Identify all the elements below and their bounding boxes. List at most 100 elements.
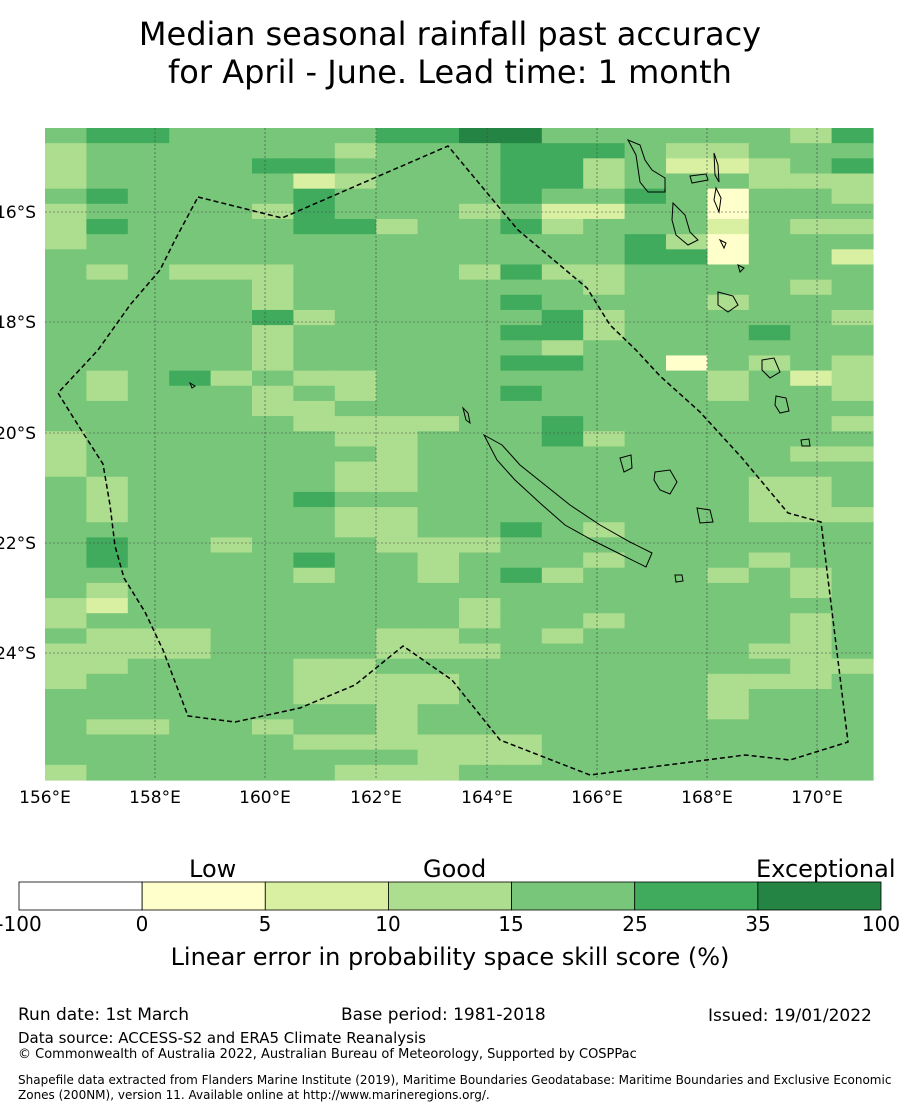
skill-cell: [252, 431, 294, 448]
skill-cell: [831, 673, 874, 690]
skill-cell: [790, 749, 833, 766]
skill-cell: [831, 355, 874, 372]
skill-cell: [541, 537, 584, 554]
skill-cell: [459, 491, 501, 508]
skill-cell: [293, 673, 336, 690]
skill-cell: [169, 340, 212, 357]
skill-cell: [707, 431, 750, 448]
skill-cell: [417, 734, 460, 751]
skill-cell: [127, 749, 170, 766]
skill-cell: [45, 719, 87, 736]
skill-cell: [500, 370, 543, 387]
skill-cell: [376, 416, 419, 432]
skill-cell: [541, 173, 584, 190]
skill-cell: [831, 249, 874, 266]
skill-cell: [127, 249, 170, 266]
skill-cell: [252, 188, 294, 205]
skill-cell: [210, 613, 253, 629]
skill-cell: [210, 704, 253, 720]
skill-cell: [707, 582, 750, 599]
skill-cell: [169, 400, 212, 417]
skill-cell: [500, 643, 543, 660]
skill-cell: [831, 143, 874, 159]
skill-cell: [86, 628, 129, 645]
skill-cell: [45, 507, 87, 523]
skill-cell: [790, 385, 833, 402]
skill-cell: [707, 658, 750, 675]
skill-cell: [210, 279, 253, 296]
skill-cell: [45, 218, 87, 235]
skill-cell: [583, 218, 626, 235]
skill-cell: [45, 613, 87, 629]
skill-cell: [831, 476, 874, 493]
skill-cell: [707, 537, 750, 554]
skill-cell: [459, 203, 501, 220]
skill-cell: [831, 188, 874, 205]
skill-cell: [169, 734, 212, 751]
skill-cell: [169, 643, 212, 660]
skill-cell: [334, 582, 377, 599]
skill-cell: [45, 552, 87, 569]
colorbar-tick: 100: [861, 912, 900, 936]
skill-cell: [624, 218, 667, 235]
skill-cell: [169, 325, 212, 341]
skill-cell: [252, 613, 294, 629]
skill-cell: [748, 203, 791, 220]
skill-cell: [252, 370, 294, 387]
skill-cell: [293, 264, 336, 281]
skill-cell: [376, 598, 419, 614]
skill-cell: [334, 749, 377, 766]
ouvea-island: [619, 454, 633, 473]
skill-cell: [790, 203, 833, 220]
skill-cell: [666, 416, 708, 432]
skill-cell: [334, 734, 377, 751]
skill-cell: [417, 128, 460, 144]
malekula-island: [671, 201, 699, 246]
skill-cell: [707, 158, 750, 175]
skill-cell: [417, 461, 460, 478]
skill-cell: [293, 249, 336, 266]
skill-cell: [417, 764, 460, 781]
skill-cell: [583, 491, 626, 508]
skill-cell: [707, 552, 750, 569]
skill-cell: [334, 294, 377, 311]
skill-cell: [748, 507, 791, 523]
skill-cell: [500, 325, 543, 341]
skill-cell: [459, 628, 501, 645]
skill-cell: [500, 461, 543, 478]
skill-cell: [334, 673, 377, 690]
skill-cell: [583, 370, 626, 387]
skill-cell: [210, 689, 253, 705]
skill-cell: [127, 643, 170, 660]
skill-cell: [500, 582, 543, 599]
colorbar-heading-low: Low: [189, 855, 237, 883]
skill-cell: [210, 567, 253, 584]
skill-cell: [500, 552, 543, 569]
skill-cell: [459, 143, 501, 159]
skill-cell: [790, 340, 833, 357]
skill-cell: [293, 734, 336, 751]
skill-cell: [86, 734, 129, 751]
skill-cell: [583, 355, 626, 372]
skill-cell: [376, 249, 419, 266]
skill-cell: [459, 704, 501, 720]
latitude-label: 16°S: [0, 203, 36, 223]
skill-cell: [334, 431, 377, 448]
skill-cell: [417, 385, 460, 402]
skill-cell: [127, 173, 170, 190]
skill-cell: [583, 749, 626, 766]
skill-cell: [666, 279, 708, 296]
skill-cell: [583, 704, 626, 720]
skill-cell: [666, 370, 708, 387]
skill-cell: [293, 370, 336, 387]
skill-cell: [541, 689, 584, 705]
skill-cell: [707, 173, 750, 190]
mare-island: [696, 507, 714, 524]
skill-cell: [334, 340, 377, 357]
skill-cell: [252, 491, 294, 508]
skill-cell: [210, 173, 253, 190]
skill-cell: [583, 309, 626, 326]
skill-cell: [666, 340, 708, 357]
skill-cell: [127, 400, 170, 417]
